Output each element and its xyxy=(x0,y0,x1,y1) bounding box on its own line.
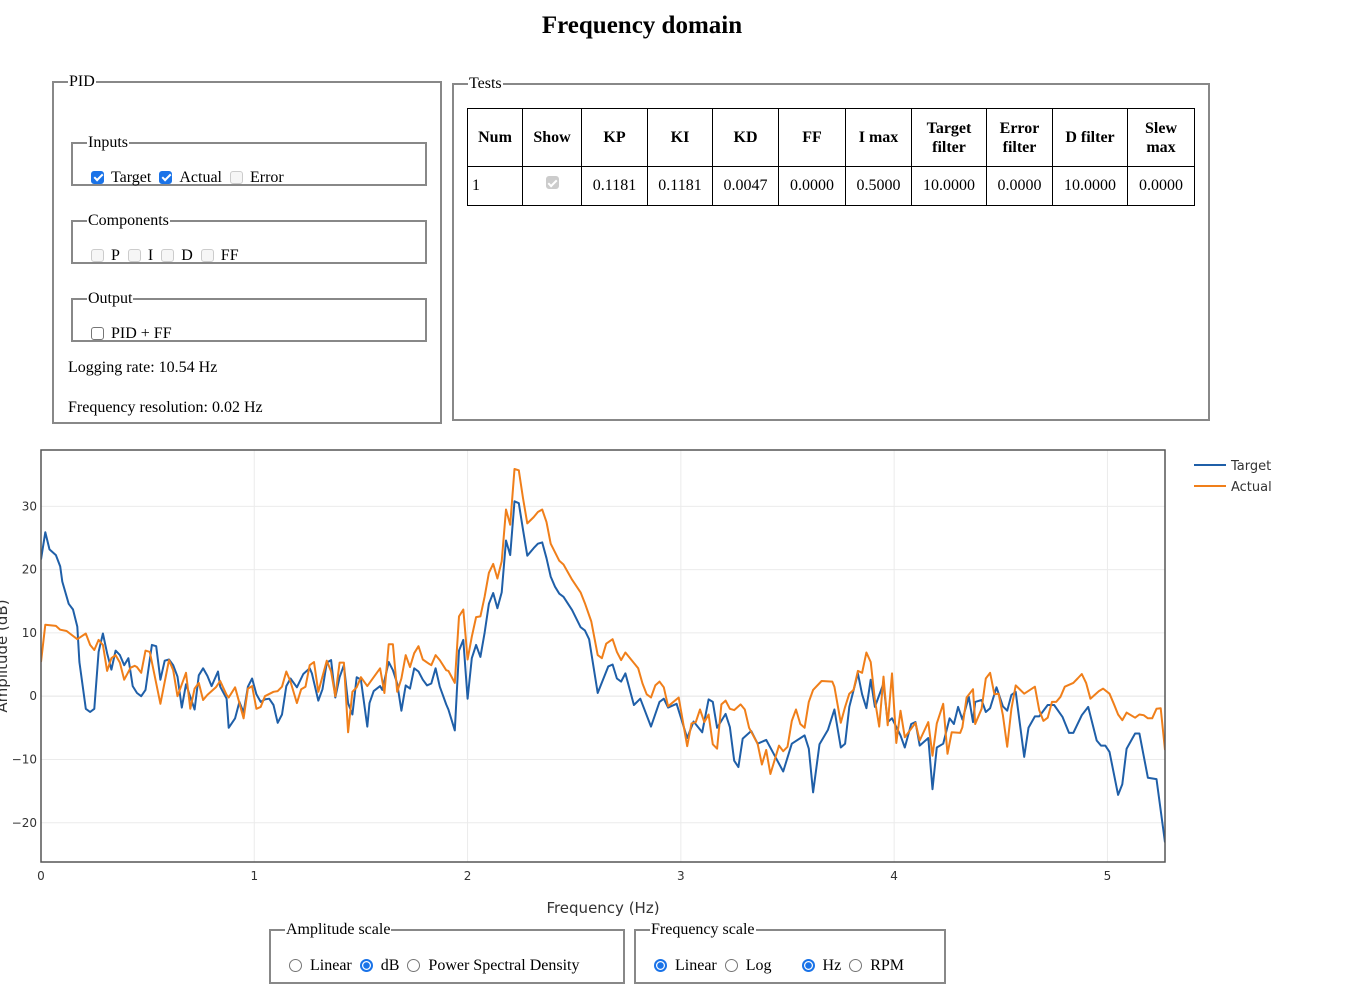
header-d-filter: D filter xyxy=(1052,108,1128,167)
header-show: Show xyxy=(522,108,582,167)
header-kd: KD xyxy=(712,108,779,167)
ff-label: FF xyxy=(220,247,239,264)
cell-kd: 0.0047 xyxy=(712,166,779,206)
d-label: D xyxy=(181,247,193,264)
header-num: Num xyxy=(467,108,523,167)
cell-kp: 0.1181 xyxy=(581,166,648,206)
p-checkbox[interactable] xyxy=(91,248,104,262)
ff-checkbox[interactable] xyxy=(200,248,214,262)
header-imax: I max xyxy=(845,108,912,167)
header-slew-max: Slew max xyxy=(1127,108,1195,167)
error-label: Error xyxy=(250,169,284,186)
amp-psd-label: Power Spectral Density xyxy=(428,957,580,974)
output-group: Output PID + FF xyxy=(71,290,427,342)
i-checkbox[interactable] xyxy=(127,248,141,262)
pid-ff-checkbox[interactable] xyxy=(91,326,104,340)
table-header-row: Num Show KP KI KD FF I max Target filter… xyxy=(467,108,1195,167)
x-tick-label: 1 xyxy=(250,869,258,883)
show-checkbox[interactable] xyxy=(545,176,559,189)
y-tick-label: 10 xyxy=(22,626,37,640)
tests-table: Num Show KP KI KD FF I max Target filter… xyxy=(467,108,1195,206)
d-checkbox[interactable] xyxy=(161,248,175,262)
header-ff: FF xyxy=(778,108,846,167)
x-axis-label: Frequency (Hz) xyxy=(546,899,659,917)
series-lines xyxy=(41,468,1165,843)
y-tick-label: 0 xyxy=(29,689,37,703)
freq-linear-radio[interactable] xyxy=(654,958,667,972)
amp-db-radio[interactable] xyxy=(359,958,373,972)
cell-target-filter: 10.0000 xyxy=(911,166,987,206)
y-tick-label: −10 xyxy=(12,752,37,766)
freq-log-radio[interactable] xyxy=(724,958,738,972)
components-legend: Components xyxy=(88,212,169,229)
page-title: Frequency domain xyxy=(541,12,743,39)
frequency-scale-group: Frequency scale Linear Log Hz RPM xyxy=(634,921,946,984)
frequency-scale-legend: Frequency scale xyxy=(651,921,755,938)
frequency-resolution: Frequency resolution: 0.02 Hz xyxy=(68,399,263,416)
cell-ff: 0.0000 xyxy=(778,166,846,206)
unit-rpm-radio[interactable] xyxy=(849,958,863,972)
ticks: 0 1 2 3 4 5 −20 −10 0 10 20 30 xyxy=(12,499,1112,883)
x-tick-label: 5 xyxy=(1104,869,1112,883)
cell-imax: 0.5000 xyxy=(845,166,912,206)
y-tick-label: −20 xyxy=(12,816,37,830)
error-checkbox[interactable] xyxy=(230,170,243,184)
series-line-target xyxy=(41,500,1165,843)
amp-linear-label: Linear xyxy=(310,957,352,974)
output-legend: Output xyxy=(88,290,133,307)
header-kp: KP xyxy=(581,108,648,167)
actual-label: Actual xyxy=(179,169,222,186)
amplitude-scale-legend: Amplitude scale xyxy=(286,921,391,938)
actual-checkbox[interactable] xyxy=(159,170,173,184)
x-tick-label: 2 xyxy=(464,869,472,883)
legend-target-label: Target xyxy=(1230,459,1271,474)
inputs-group: Inputs Target Actual Error xyxy=(71,134,427,186)
amp-linear-radio[interactable] xyxy=(289,958,302,972)
tests-panel: Tests Num Show KP KI KD FF I max Target … xyxy=(452,75,1210,421)
header-target-filter: Target filter xyxy=(911,108,987,167)
pid-ff-label: PID + FF xyxy=(111,325,172,342)
inputs-legend: Inputs xyxy=(88,134,128,151)
table-row: 1 0.1181 0.1181 0.0047 0.0000 0.5000 10.… xyxy=(467,166,1195,206)
grid xyxy=(41,450,1165,862)
cell-error-filter: 0.0000 xyxy=(986,166,1053,206)
target-label: Target xyxy=(111,169,152,186)
amp-psd-radio[interactable] xyxy=(407,958,421,972)
x-tick-label: 0 xyxy=(37,869,45,883)
header-ki: KI xyxy=(647,108,713,167)
logging-rate: Logging rate: 10.54 Hz xyxy=(68,359,218,376)
i-label: I xyxy=(147,247,154,264)
unit-hz-radio[interactable] xyxy=(801,958,815,972)
x-tick-label: 3 xyxy=(677,869,685,883)
cell-show xyxy=(522,166,582,206)
y-tick-label: 30 xyxy=(22,499,37,513)
components-group: Components P I D FF xyxy=(71,212,427,264)
pid-legend: PID xyxy=(69,73,95,90)
tests-legend: Tests xyxy=(469,75,502,92)
p-label: P xyxy=(111,247,120,264)
target-checkbox[interactable] xyxy=(91,170,104,184)
amp-db-label: dB xyxy=(380,957,400,974)
cell-d-filter: 10.0000 xyxy=(1052,166,1128,206)
legend-target[interactable]: Target xyxy=(1194,459,1271,474)
unit-rpm-label: RPM xyxy=(870,957,904,974)
plot-frame xyxy=(40,449,1166,863)
x-tick-label: 4 xyxy=(890,869,898,883)
series-line-actual xyxy=(41,468,1165,775)
freq-linear-label: Linear xyxy=(675,957,717,974)
unit-hz-label: Hz xyxy=(822,957,842,974)
y-axis-label: Amplitude (dB) xyxy=(0,599,11,712)
pid-panel: PID Inputs Target Actual Error Component… xyxy=(52,73,442,424)
legend-actual-label: Actual xyxy=(1231,480,1272,495)
cell-slew-max: 0.0000 xyxy=(1127,166,1195,206)
cell-ki: 0.1181 xyxy=(647,166,713,206)
freq-log-label: Log xyxy=(745,957,772,974)
amplitude-scale-group: Amplitude scale Linear dB Power Spectral… xyxy=(269,921,625,984)
cell-num: 1 xyxy=(467,166,523,206)
frequency-chart[interactable]: 0 1 2 3 4 5 −20 −10 0 10 20 30 Frequency (Hz) Ampli… xyxy=(0,440,1372,920)
legend-actual[interactable]: Actual xyxy=(1194,480,1272,495)
y-tick-label: 20 xyxy=(22,563,37,577)
header-error-filter: Error filter xyxy=(986,108,1053,167)
